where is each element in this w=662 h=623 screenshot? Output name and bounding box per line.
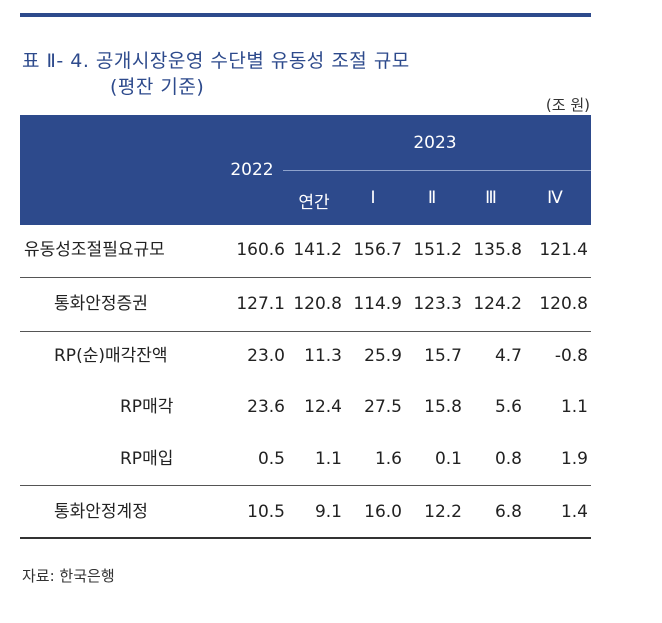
cell-q4: 1.4 <box>560 502 588 522</box>
row-label: RP(순)매각잔액 <box>54 346 168 366</box>
cell-2022: 127.1 <box>236 294 285 314</box>
cell-2022: 23.0 <box>247 346 285 366</box>
unit-label: (조 원) <box>545 96 590 114</box>
row-label: RP매입 <box>120 449 174 469</box>
cell-q2: 123.3 <box>413 294 462 314</box>
cell-q1: 27.5 <box>364 397 402 417</box>
table-row: RP(순)매각잔액 23.0 11.3 25.9 15.7 4.7 -0.8 <box>20 330 591 382</box>
cell-q1: 114.9 <box>353 294 402 314</box>
cell-annual: 1.1 <box>314 449 342 469</box>
top-rule <box>20 13 591 17</box>
table-row: 유동성조절필요규모 160.6 141.2 156.7 151.2 135.8 … <box>20 224 591 276</box>
cell-q2: 15.8 <box>424 397 462 417</box>
table-row: RP매각 23.6 12.4 27.5 15.8 5.6 1.1 <box>20 381 591 433</box>
header-q4: Ⅳ <box>547 188 563 208</box>
cell-q2: 151.2 <box>413 240 462 260</box>
cell-q2: 15.7 <box>424 346 462 366</box>
row-label: 통화안정계정 <box>54 502 148 522</box>
header-2022: 2022 <box>230 160 274 180</box>
header-2023: 2023 <box>413 133 457 153</box>
table-row: RP매입 0.5 1.1 1.6 0.1 0.8 1.9 <box>20 433 591 485</box>
header-divider <box>283 170 591 171</box>
cell-q3: 4.7 <box>494 346 522 366</box>
cell-q1: 156.7 <box>353 240 402 260</box>
row-label: RP매각 <box>120 397 174 417</box>
cell-annual: 9.1 <box>314 502 342 522</box>
row-divider <box>20 331 591 332</box>
cell-q4: 1.9 <box>560 449 588 469</box>
cell-q1: 25.9 <box>364 346 402 366</box>
cell-q3: 6.8 <box>494 502 522 522</box>
cell-q2: 12.2 <box>424 502 462 522</box>
row-divider <box>20 485 591 486</box>
cell-annual: 120.8 <box>293 294 342 314</box>
cell-q3: 5.6 <box>494 397 522 417</box>
cell-q1: 1.6 <box>374 449 402 469</box>
row-divider <box>20 277 591 278</box>
cell-q3: 135.8 <box>473 240 522 260</box>
cell-annual: 141.2 <box>293 240 342 260</box>
cell-annual: 11.3 <box>304 346 342 366</box>
cell-annual: 12.4 <box>304 397 342 417</box>
cell-2022: 10.5 <box>247 502 285 522</box>
header-annual: 연간 <box>298 193 330 213</box>
cell-q3: 124.2 <box>473 294 522 314</box>
cell-2022: 0.5 <box>257 449 285 469</box>
cell-q2: 0.1 <box>434 449 462 469</box>
cell-q4: 1.1 <box>560 397 588 417</box>
table-bottom-rule <box>20 537 591 539</box>
cell-q1: 16.0 <box>364 502 402 522</box>
cell-q4: 121.4 <box>539 240 588 260</box>
header-q2: Ⅱ <box>427 188 437 208</box>
header-q1: Ⅰ <box>370 188 376 208</box>
table-row: 통화안정증권 127.1 120.8 114.9 123.3 124.2 120… <box>20 278 591 330</box>
cell-q3: 0.8 <box>494 449 522 469</box>
row-label: 유동성조절필요규모 <box>24 240 165 260</box>
source-note: 자료: 한국은행 <box>22 567 115 585</box>
table-subtitle: (평잔 기준) <box>110 76 205 98</box>
cell-2022: 23.6 <box>247 397 285 417</box>
cell-2022: 160.6 <box>236 240 285 260</box>
table-row: 통화안정계정 10.5 9.1 16.0 12.2 6.8 1.4 <box>20 486 591 538</box>
cell-q4: 120.8 <box>539 294 588 314</box>
cell-q4: -0.8 <box>554 346 588 366</box>
header-q3: Ⅲ <box>485 188 497 208</box>
row-label: 통화안정증권 <box>54 294 148 314</box>
table-title: 표 Ⅱ- 4. 공개시장운영 수단별 유동성 조절 규모 <box>22 50 410 72</box>
